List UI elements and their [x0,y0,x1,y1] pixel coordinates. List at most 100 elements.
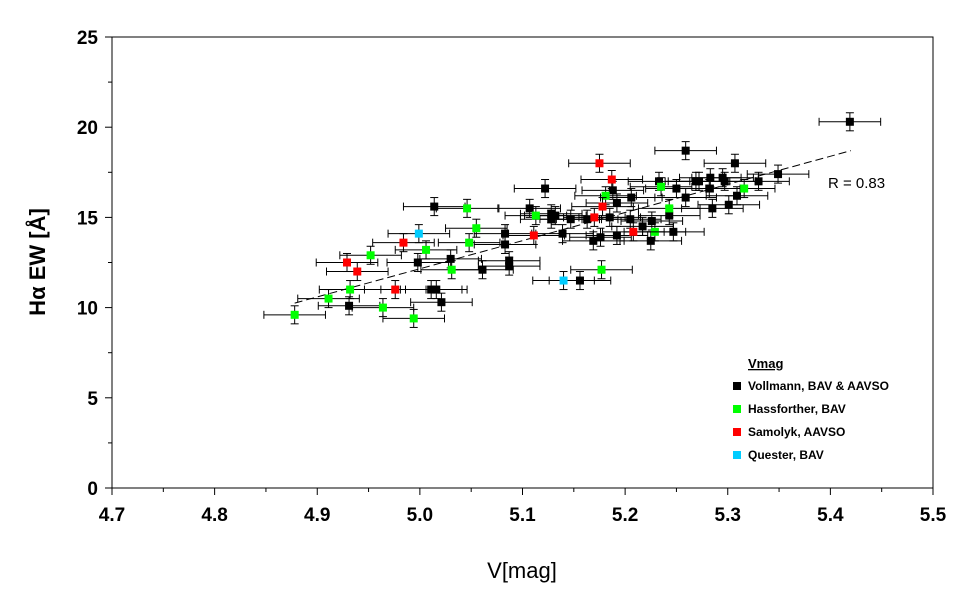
point-marker [845,117,854,126]
point-marker [657,182,666,191]
y-tick-label: 5 [87,389,98,410]
point-marker [590,213,599,222]
point-marker [343,258,352,267]
data-point [410,292,473,312]
point-marker [598,202,607,211]
data-point [437,233,501,253]
point-marker [413,258,422,267]
data-point [513,179,577,199]
data-point [435,198,499,218]
point-marker [612,198,621,207]
x-tick-label: 5.5 [920,505,947,526]
data-point [629,177,693,197]
point-marker [414,229,423,238]
point-marker [391,285,400,294]
point-marker [595,159,604,168]
point-marker [646,236,655,245]
y-tick-label: 0 [87,479,98,500]
point-marker [559,276,568,285]
data-point [382,308,446,328]
x-tick-label: 5.1 [509,505,536,526]
data-point [580,169,644,190]
data-point [703,153,767,173]
data-point [325,262,389,282]
data-point [746,164,810,184]
point-marker [463,204,472,213]
x-tick-label: 5.3 [715,505,741,526]
y-tick-label: 20 [77,118,98,139]
data-point [387,224,451,244]
point-marker [724,200,733,209]
data-point [727,171,790,191]
data-point [571,197,634,217]
legend-title: Vmag [748,356,783,371]
point-marker [597,265,606,274]
data-point [654,141,717,161]
x-tick-label: 4.7 [99,505,125,526]
y-axis-label: Hα EW [Å] [24,208,50,316]
point-marker [626,215,635,224]
point-marker [345,301,354,310]
point-marker [612,231,621,240]
x-tick-label: 5.2 [612,505,638,526]
data-point [568,153,631,173]
point-marker [730,159,739,168]
legend-marker [733,451,741,459]
x-tick-label: 4.8 [201,505,227,526]
point-marker [447,265,456,274]
point-marker [541,184,550,193]
x-tick-label: 5.0 [407,505,433,526]
point-marker [608,186,617,195]
data-point [502,225,566,245]
point-marker [465,238,474,247]
point-marker [430,202,439,211]
data-point [339,245,402,265]
data-point [602,222,665,242]
point-marker [665,204,674,213]
point-marker [432,285,441,294]
point-marker [290,310,299,319]
data-point [585,193,649,213]
legend-marker [733,405,741,413]
x-axis-label: V[mag] [487,558,557,583]
data-point [445,218,508,238]
point-marker [629,227,638,236]
point-marker [654,177,663,186]
plot-area [111,36,934,489]
point-marker [754,177,763,186]
legend-marker [733,382,741,390]
data-point [637,198,701,218]
point-marker [346,285,355,294]
point-marker [607,175,616,184]
point-marker [353,267,362,276]
data-point [351,298,415,318]
point-marker [324,294,333,303]
data-point [420,260,483,280]
point-marker [705,184,714,193]
point-marker [558,229,567,238]
point-marker [529,231,538,240]
data-point [563,207,626,227]
point-marker [720,177,729,186]
point-marker [501,229,510,238]
point-marker [627,193,636,202]
point-marker [422,245,431,254]
data-point [818,112,882,132]
data-point [712,179,776,199]
point-marker [446,254,455,263]
point-marker [774,170,783,179]
x-tick-label: 4.9 [304,505,330,526]
point-marker [589,236,598,245]
data-point [570,260,633,280]
point-marker [732,191,741,200]
point-marker [583,215,592,224]
data-point [705,186,769,206]
point-marker [525,204,534,213]
x-tick-label: 5.4 [817,505,844,526]
point-marker [366,251,375,260]
data-point [477,256,541,276]
point-marker [672,184,681,193]
point-marker [596,233,605,242]
point-marker [501,240,510,249]
point-marker [409,314,418,323]
